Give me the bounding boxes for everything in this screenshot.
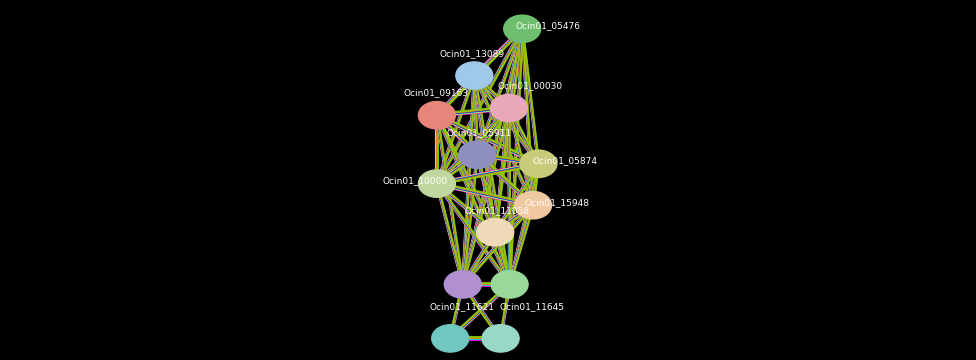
Text: Ocin01_05476: Ocin01_05476: [515, 21, 581, 30]
Ellipse shape: [504, 15, 541, 42]
Ellipse shape: [520, 150, 557, 177]
Ellipse shape: [482, 325, 519, 352]
Ellipse shape: [419, 102, 456, 129]
Ellipse shape: [431, 325, 468, 352]
Ellipse shape: [476, 219, 513, 246]
Ellipse shape: [514, 192, 551, 219]
Ellipse shape: [419, 170, 456, 197]
Ellipse shape: [444, 271, 481, 298]
Ellipse shape: [459, 141, 496, 168]
Ellipse shape: [490, 94, 527, 122]
Text: Ocin01_05874: Ocin01_05874: [533, 156, 598, 165]
Text: Ocin01_11058: Ocin01_11058: [465, 206, 530, 215]
Text: Ocin01_15948: Ocin01_15948: [525, 198, 590, 207]
Ellipse shape: [491, 271, 528, 298]
Text: Ocin01_00030: Ocin01_00030: [497, 81, 562, 90]
Text: Ocin01_11621: Ocin01_11621: [429, 302, 495, 311]
Text: Ocin01_11645: Ocin01_11645: [500, 302, 564, 311]
Text: Ocin01_13089: Ocin01_13089: [440, 49, 506, 58]
Ellipse shape: [456, 62, 493, 89]
Text: Ocin01_05911: Ocin01_05911: [446, 128, 511, 137]
Text: Ocin01_10000: Ocin01_10000: [383, 176, 448, 185]
Text: Ocin01_09163: Ocin01_09163: [404, 88, 468, 97]
